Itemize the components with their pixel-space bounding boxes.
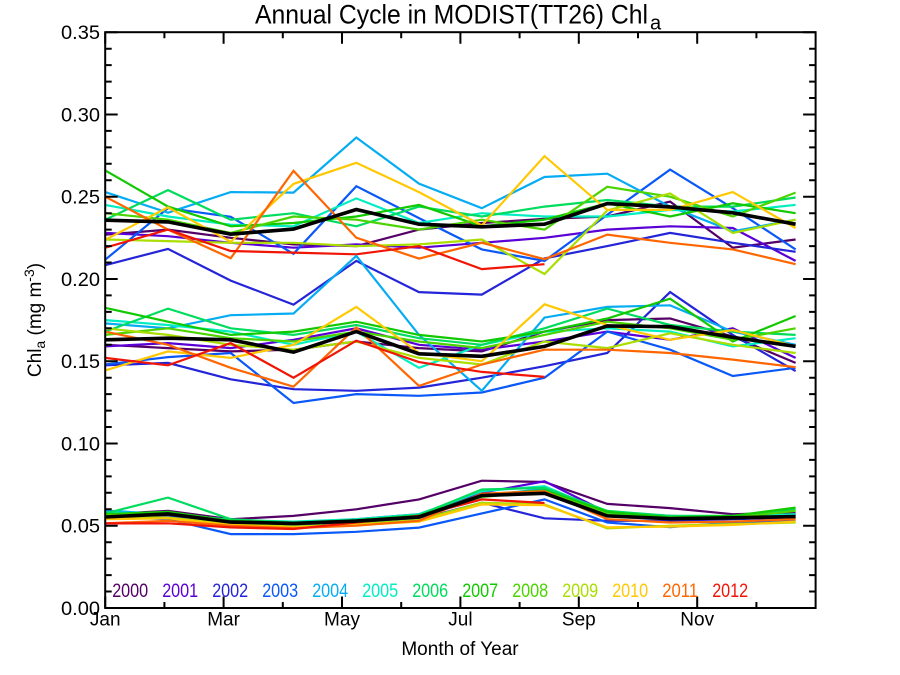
svg-text:0.00: 0.00: [61, 599, 100, 620]
svg-text:0.30: 0.30: [61, 106, 100, 127]
svg-text:Mar: Mar: [207, 610, 240, 631]
svg-text:Annual Cycle in MODIST(TT26) C: Annual Cycle in MODIST(TT26) Chl: [255, 0, 648, 30]
svg-text:Sep: Sep: [562, 610, 596, 631]
svg-text:a: a: [650, 13, 662, 35]
svg-text:2008: 2008: [512, 581, 548, 602]
svg-text:2012: 2012: [712, 581, 748, 602]
svg-text:Jul: Jul: [448, 610, 472, 631]
svg-text:2003: 2003: [262, 581, 298, 602]
svg-text:Month of Year: Month of Year: [401, 639, 519, 660]
svg-text:2011: 2011: [662, 581, 698, 602]
svg-text:2005: 2005: [362, 581, 398, 602]
svg-text:2004: 2004: [312, 581, 348, 602]
svg-text:2006: 2006: [412, 581, 448, 602]
svg-text:0.05: 0.05: [61, 517, 100, 538]
svg-text:0.10: 0.10: [61, 435, 100, 456]
svg-text:2010: 2010: [612, 581, 648, 602]
svg-text:0.15: 0.15: [61, 352, 100, 373]
svg-text:Jan: Jan: [90, 610, 121, 631]
svg-text:May: May: [324, 610, 360, 631]
svg-text:2009: 2009: [562, 581, 598, 602]
svg-text:2000: 2000: [112, 581, 148, 602]
svg-text:0.35: 0.35: [61, 23, 100, 44]
svg-text:0.20: 0.20: [61, 270, 100, 291]
svg-text:2007: 2007: [462, 581, 498, 602]
svg-text:2001: 2001: [162, 581, 198, 602]
svg-text:0.25: 0.25: [61, 188, 100, 209]
svg-text:Nov: Nov: [680, 610, 714, 631]
svg-text:2002: 2002: [212, 581, 248, 602]
svg-text:Chla (mg m-3): Chla (mg m-3): [21, 263, 48, 377]
